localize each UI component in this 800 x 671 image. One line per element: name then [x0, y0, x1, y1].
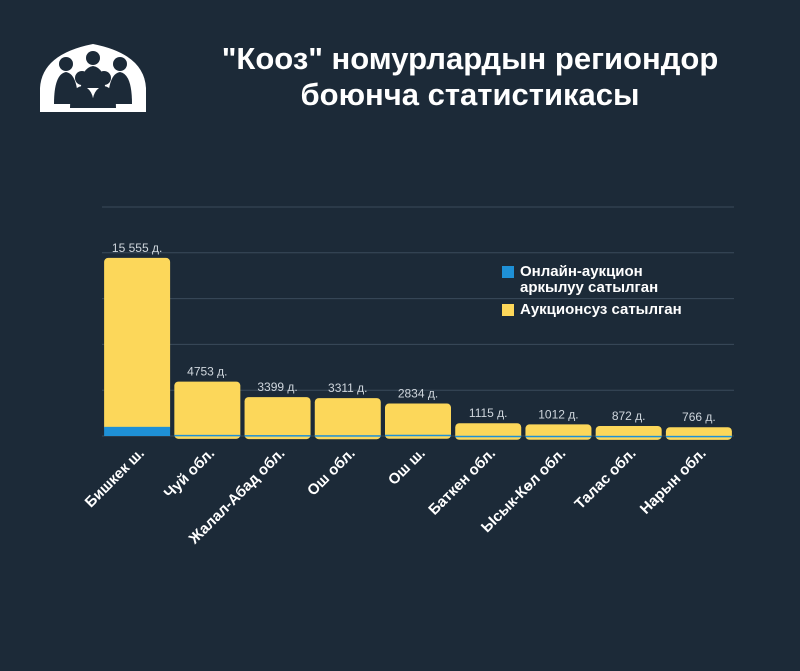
bar-online [244, 435, 311, 437]
tick-label: Талас обл. [571, 445, 639, 513]
data-label: 2834 д. [398, 387, 438, 401]
data-label: 766 д. [682, 410, 716, 424]
bar-online [455, 435, 522, 438]
legend-label-offline: Аукционсуз сатылган [520, 301, 682, 318]
data-label: 4753 д. [187, 365, 227, 379]
bar-offline [665, 427, 732, 440]
tick-label: Нарын обл. [637, 445, 710, 518]
data-label: 3311 д. [328, 381, 367, 395]
legend-swatch-offline [502, 304, 514, 316]
bar-online [104, 426, 171, 436]
legend: Онлайн-аукцион аркылуу сатылган Аукционс… [502, 264, 710, 324]
bar-online [525, 435, 592, 438]
data-label: 3399 д. [257, 380, 297, 394]
yurt-people-icon [40, 44, 146, 112]
bar-offline [244, 397, 311, 440]
bar-offline [455, 423, 522, 440]
bar-offline [525, 424, 592, 440]
bar-offline [104, 257, 171, 431]
data-label: 1115 д. [469, 406, 508, 420]
data-label: 1012 д. [538, 407, 578, 421]
chart-title: "Кооз" номурлардын региондор боюнча стат… [180, 41, 760, 113]
legend-item-online: Онлайн-аукцион аркылуу сатылган [502, 264, 710, 296]
bar-offline [595, 426, 662, 440]
tick-label: Баткен обл. [425, 445, 499, 519]
bar-online [665, 435, 732, 438]
legend-item-offline: Аукционсуз сатылган [502, 302, 710, 318]
chart-title-line2: боюнча статистикасы [300, 77, 640, 112]
data-label: 872 д. [612, 409, 646, 423]
bar-online [314, 435, 381, 437]
chart-title-line1: "Кооз" номурлардын региондор [221, 41, 719, 76]
legend-swatch-online [502, 266, 514, 278]
bar-offline [314, 398, 381, 440]
bar-offline [385, 403, 451, 439]
tick-label: Чуй обл. [161, 445, 218, 502]
data-label: 15 555 д. [112, 241, 162, 255]
bar-online [174, 434, 241, 437]
legend-label-online: Онлайн-аукцион аркылуу сатылган [520, 263, 659, 296]
bar-offline [174, 381, 241, 439]
tick-label: Ош ш. [385, 445, 429, 489]
tick-label: Ош обл. [304, 445, 359, 500]
bar-online [595, 435, 662, 438]
bar-online [385, 434, 451, 437]
tick-label: Бишкек ш. [82, 445, 148, 511]
